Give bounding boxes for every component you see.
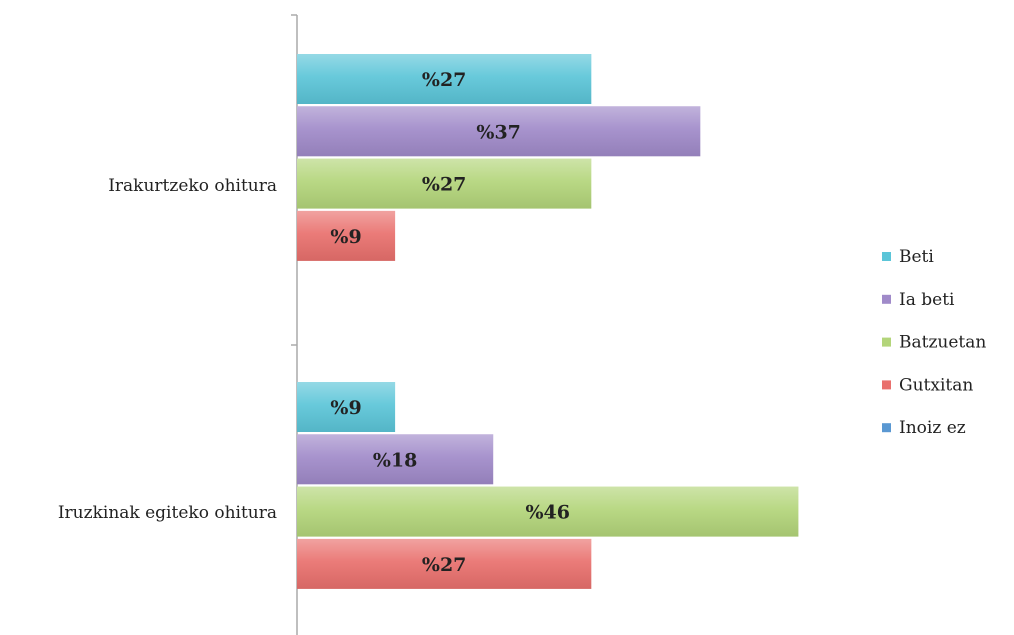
bar-shade bbox=[297, 54, 592, 104]
bar-0-3: %9 bbox=[297, 210, 396, 261]
bar-value-label: %9 bbox=[330, 397, 361, 419]
bar-value-label: %9 bbox=[330, 226, 361, 248]
legend-swatch bbox=[882, 294, 891, 304]
bar-shade bbox=[297, 434, 494, 485]
bar-1-1: %18 bbox=[297, 434, 494, 485]
bar-1-2: %46 bbox=[297, 486, 799, 537]
legend-swatch bbox=[882, 337, 891, 347]
bar-value-label: %27 bbox=[422, 554, 467, 576]
category-label: Iruzkinak egiteko ohitura bbox=[58, 503, 277, 523]
legend: Beti Ia beti Batzuetan Gutxitan Inoiz ez bbox=[882, 247, 986, 438]
category-labels: Irakurtzeko ohitura Iruzkinak egiteko ohi… bbox=[58, 176, 277, 523]
legend-swatch bbox=[882, 380, 891, 390]
legend-swatch bbox=[882, 423, 891, 433]
category-label: Irakurtzeko ohitura bbox=[108, 176, 277, 196]
bar-value-label: %46 bbox=[525, 502, 570, 524]
bar-shade bbox=[297, 210, 396, 261]
bar-shade bbox=[297, 158, 592, 209]
bar-value-label: %18 bbox=[373, 449, 418, 471]
legend-item: Batzuetan bbox=[882, 333, 986, 353]
bar-0-2: %27 bbox=[297, 158, 592, 209]
legend-item: Inoiz ez bbox=[882, 418, 966, 438]
legend-item: Ia beti bbox=[882, 290, 955, 310]
bar-shade bbox=[297, 106, 701, 157]
bar-value-label: %37 bbox=[476, 121, 521, 143]
legend-label: Gutxitan bbox=[899, 375, 973, 395]
legend-item: Gutxitan bbox=[882, 375, 973, 395]
bar-value-label: %27 bbox=[422, 174, 467, 196]
legend-label: Beti bbox=[899, 247, 934, 267]
bar-1-0: %9 bbox=[297, 382, 396, 432]
legend-swatch bbox=[882, 252, 891, 261]
legend-item: Beti bbox=[882, 247, 934, 267]
bar-1-3: %27 bbox=[297, 538, 592, 589]
bar-0-1: %37 bbox=[297, 106, 701, 157]
bar-shade bbox=[297, 538, 592, 589]
bar-shade bbox=[297, 382, 396, 432]
bar-0-0: %27 bbox=[297, 54, 592, 104]
bar-value-label: %27 bbox=[422, 69, 467, 91]
legend-label: Inoiz ez bbox=[899, 418, 966, 438]
legend-label: Ia beti bbox=[899, 290, 955, 310]
y-axis bbox=[291, 14, 298, 635]
bar-shade bbox=[297, 486, 799, 537]
legend-label: Batzuetan bbox=[899, 333, 986, 353]
bars: %27 %37 %27 %9 %9 %18 %46 %27 bbox=[297, 54, 799, 589]
